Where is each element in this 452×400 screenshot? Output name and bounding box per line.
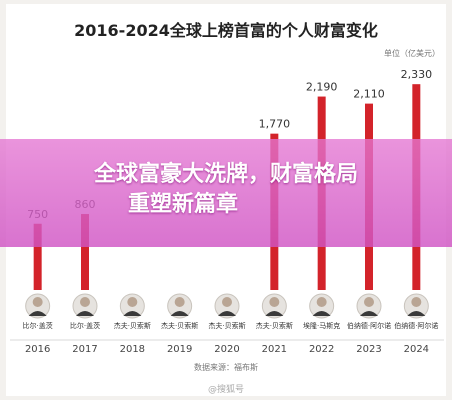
year-label-2020: 2020 [214,344,239,355]
person-name-2018: 杰夫·贝索斯 [114,321,151,330]
year-label-2021: 2021 [262,344,287,355]
overlay-line-2: 重塑新篇章 [128,192,239,217]
avatar-head-2023 [364,297,374,307]
unit-label: 单位（亿美元） [384,48,440,58]
avatar-head-2020 [222,297,232,307]
avatar-body-2020 [218,311,236,316]
value-label-2021: 1,770 [259,118,291,131]
avatar-body-2024 [407,311,426,316]
avatar-body-2021 [265,311,284,316]
year-label-2019: 2019 [167,344,192,355]
bar-2017 [81,214,89,290]
avatar-head-2021 [269,297,280,307]
avatar-head-2019 [174,297,185,307]
bars-group: 750比尔·盖茨2016860比尔·盖茨2017杰夫·贝索斯2018杰夫·贝索斯… [23,68,439,355]
person-name-2024: 伯纳德·阿尔诺 [394,321,438,330]
value-label-2022: 2,190 [306,81,338,94]
person-name-2022: 埃隆·马斯克 [303,321,340,330]
person-name-2021: 杰夫·贝索斯 [256,321,293,330]
person-name-2023: 伯纳德·阿尔诺 [347,321,391,330]
value-label-2024: 2,330 [401,68,433,81]
avatar-body-2019 [170,311,189,316]
value-label-2023: 2,110 [353,88,385,101]
year-label-2016: 2016 [25,344,50,355]
overlay-headline: 全球富豪大洗牌，财富格局 重塑新篇章 [0,160,452,220]
year-label-2024: 2024 [404,344,429,355]
source-label: 数据来源：福布斯 [194,362,258,372]
chart-title: 2016-2024全球上榜首富的个人财富变化 [74,21,378,40]
person-name-2020: 杰夫·贝索斯 [208,321,245,330]
avatar-body-2022 [312,311,331,316]
avatar-head-2017 [80,297,90,307]
person-name-2019: 杰夫·贝索斯 [161,321,198,330]
avatar-body-2018 [123,311,142,316]
avatar-head-2022 [316,297,327,307]
bar-2016 [33,223,42,290]
year-label-2017: 2017 [72,344,97,355]
avatar-body-2017 [76,311,94,316]
person-name-2017: 比尔·盖茨 [70,321,100,330]
year-label-2018: 2018 [120,344,145,355]
avatar-head-2016 [32,297,43,307]
person-name-2016: 比尔·盖茨 [23,321,53,330]
avatar-body-2023 [360,311,378,316]
year-label-2022: 2022 [309,344,334,355]
avatar-body-2016 [28,311,47,316]
avatar-head-2024 [411,297,422,307]
watermark: @搜狐号 [208,383,244,395]
overlay-line-1: 全球富豪大洗牌，财富格局 [93,162,358,187]
year-label-2023: 2023 [356,344,381,355]
overlay-banner [0,139,452,247]
avatar-head-2018 [127,297,138,307]
